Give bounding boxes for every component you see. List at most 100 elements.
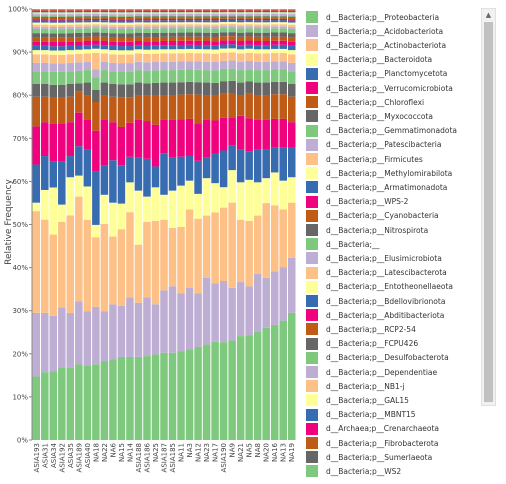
- bar-segment-ASIA189-s10: [75, 53, 83, 63]
- legend-item[interactable]: d__Bacteria;p__Planctomycetota: [306, 67, 447, 81]
- bar-segment-ASIA188-s9: [134, 61, 143, 71]
- bar-segment-NA14-s15: [126, 33, 134, 38]
- bar-segment-NA12-s23: [194, 16, 202, 18]
- bar-segment-NA12-s1: [194, 293, 202, 347]
- bar-segment-NA14-s6: [126, 97, 134, 123]
- bar-segment-NA18-s24: [92, 15, 100, 17]
- bar-segment-NA12-s12: [194, 44, 202, 50]
- legend-item[interactable]: d__Bacteria;p__Patescibacteria: [306, 138, 441, 152]
- bar-segment-NA8-s27: [253, 12, 262, 14]
- bar-segment-NA21-s21: [236, 18, 245, 21]
- legend-item[interactable]: d__Bacteria;p__Latescibacterota: [306, 266, 447, 280]
- legend-item[interactable]: d__Bacteria;p__GAL15: [306, 393, 409, 407]
- bar-segment-ASIA34-s23: [49, 16, 58, 18]
- legend-swatch: [306, 309, 318, 322]
- bars-layer: [32, 9, 296, 440]
- legend-label: d__Bacteria;p__Gemmatimonadota: [326, 126, 458, 136]
- bar-segment-ASIA192-s13: [58, 41, 66, 47]
- bar-segment-NA20-s10: [262, 53, 270, 62]
- bar-segment-ASIA189-s28: [75, 11, 83, 13]
- bar-segment-NA5-s17: [245, 26, 253, 29]
- legend-item[interactable]: d__Bacteria;p__Myxococcota: [306, 109, 433, 123]
- legend-item[interactable]: d__Bacteria;p__Proteobacteria: [306, 10, 439, 24]
- bar-segment-NA5-s8: [245, 69, 253, 82]
- legend-item[interactable]: d__Archaea;p__Crenarchaeota: [306, 422, 439, 436]
- bar-segment-NA13-s3: [279, 180, 287, 210]
- legend-item[interactable]: d__Bacteria;p__MBNT15: [306, 408, 416, 422]
- legend-item[interactable]: d__Bacteria;p__Fibrobacterota: [306, 436, 438, 450]
- bar-segment-ASIA193-s2: [32, 211, 41, 313]
- bar-segment-NA5-s30: [245, 9, 253, 11]
- legend-item[interactable]: d__Bacteria;p__Bdellovibrionota: [306, 294, 445, 308]
- bar-segment-ASIA35-s3: [66, 177, 75, 216]
- bar-segment-NA17-s0: [211, 341, 219, 440]
- bar-segment-NA5-s26: [245, 13, 253, 14]
- bar-segment-ASIA185-s20: [168, 20, 177, 23]
- bar-segment-NA16-s16: [270, 28, 279, 33]
- scroll-thumb[interactable]: [484, 22, 493, 402]
- legend-item[interactable]: d__Bacteria;p__Dependentiae: [306, 365, 437, 379]
- legend-item[interactable]: d__Bacteria;p__WPS-2: [306, 195, 408, 209]
- bar-segment-NA14-s18: [126, 24, 134, 27]
- legend-item[interactable]: d__Bacteria;p__Nitrospirota: [306, 223, 428, 237]
- bar-segment-NA11-s12: [177, 44, 185, 50]
- legend-item[interactable]: d__Bacteria;p__Verrucomicrobiota: [306, 81, 453, 95]
- bar-segment-NA21-s19: [236, 22, 245, 25]
- bar-segment-ASIA193-s27: [32, 12, 41, 14]
- bar-segment-NA21-s28: [236, 11, 245, 13]
- legend-scrollbar[interactable]: ▲: [481, 8, 496, 406]
- legend-item[interactable]: d__Bacteria;p__Acidobacteriota: [306, 24, 443, 38]
- bar-segment-NA13-s8: [279, 69, 287, 82]
- bar-segment-NA17-s21: [211, 19, 219, 21]
- legend-item[interactable]: d__Bacteria;p__FCPU426: [306, 337, 418, 351]
- bar-segment-NA3-s24: [185, 15, 194, 17]
- bar-segment-ASIA186-s22: [143, 17, 151, 20]
- bar-segment-ASIA35-s30: [66, 9, 75, 11]
- bar-segment-NA18-s29: [92, 10, 100, 12]
- legend-item[interactable]: d__Bacteria;p__Desulfobacterota: [306, 351, 449, 365]
- bar-segment-ASIA31-s24: [41, 15, 49, 17]
- bar-segment-NA19-s25: [287, 14, 296, 16]
- bar-segment-ASIA40-s0: [83, 365, 92, 440]
- bar-segment-NA15-s10: [117, 54, 126, 64]
- legend-item[interactable]: d__Bacteria;p__RCP2-54: [306, 322, 416, 336]
- bar-segment-ASIA192-s25: [58, 14, 66, 16]
- legend-item[interactable]: d__Bacteria;p__Cyanobacteria: [306, 209, 439, 223]
- legend-item[interactable]: d__Bacteria;p__NB1-j: [306, 379, 405, 393]
- legend-item[interactable]: d__Bacteria;p__Firmicutes: [306, 152, 423, 166]
- bar-segment-NA8-s23: [253, 16, 262, 18]
- bar-segment-NA17-s30: [211, 9, 219, 11]
- bar-segment-NA25-s13: [151, 41, 160, 46]
- bar-segment-NA18-s23: [92, 16, 100, 18]
- bar-segment-ASIA188-s28: [134, 11, 143, 13]
- bar-segment-NA19-s20: [287, 20, 296, 23]
- legend-item[interactable]: d__Bacteria;p__Armatimonadota: [306, 180, 447, 194]
- bar-segment-ASIA185-s11: [168, 49, 177, 54]
- legend-item[interactable]: d__Bacteria;p__Sumerlaeota: [306, 450, 432, 464]
- legend-item[interactable]: d__Bacteria;p__Bacteroidota: [306, 53, 432, 67]
- bar-segment-ASIA31-s27: [41, 12, 49, 14]
- legend-item[interactable]: d__Bacteria;p__Elusimicrobiota: [306, 251, 442, 265]
- legend-item[interactable]: d__Bacteria;p__Methylomirabilota: [306, 166, 452, 180]
- scroll-up-arrow-icon[interactable]: ▲: [485, 11, 492, 19]
- legend-item[interactable]: d__Bacteria;p__Actinobacteriota: [306, 38, 446, 52]
- bar-segment-ASIA40-s21: [83, 18, 92, 21]
- bar-segment-ASIA189-s5: [75, 112, 83, 147]
- legend-item[interactable]: d__Bacteria;p__Abditibacteriota: [306, 308, 444, 322]
- legend-item[interactable]: d__Bacteria;p__WS2: [306, 464, 401, 478]
- bar-segment-NA25-s12: [151, 45, 160, 50]
- legend-item[interactable]: d__Bacteria;p__Gemmatimonadota: [306, 124, 457, 138]
- bar-segment-ASIA185-s25: [168, 13, 177, 16]
- legend-item[interactable]: d__Bacteria;p__Entotheonellaeota: [306, 280, 453, 294]
- bar-segment-NA6-s3: [109, 202, 117, 237]
- bar-segment-NA19-s10: [287, 54, 296, 63]
- x-tick-label: NA22: [101, 443, 109, 462]
- bar-segment-ASIA40-s3: [83, 186, 92, 220]
- bar-segment-ASIA190-s28: [219, 11, 228, 13]
- legend-item[interactable]: d__Bacteria;__: [306, 237, 379, 251]
- bar-segment-NA5-s29: [245, 10, 253, 12]
- legend-label: d__Bacteria;p__Chloroflexi: [326, 97, 425, 107]
- bar-segment-ASIA192-s20: [58, 20, 66, 23]
- bar-segment-NA9-s15: [228, 32, 236, 37]
- legend-item[interactable]: d__Bacteria;p__Chloroflexi: [306, 95, 424, 109]
